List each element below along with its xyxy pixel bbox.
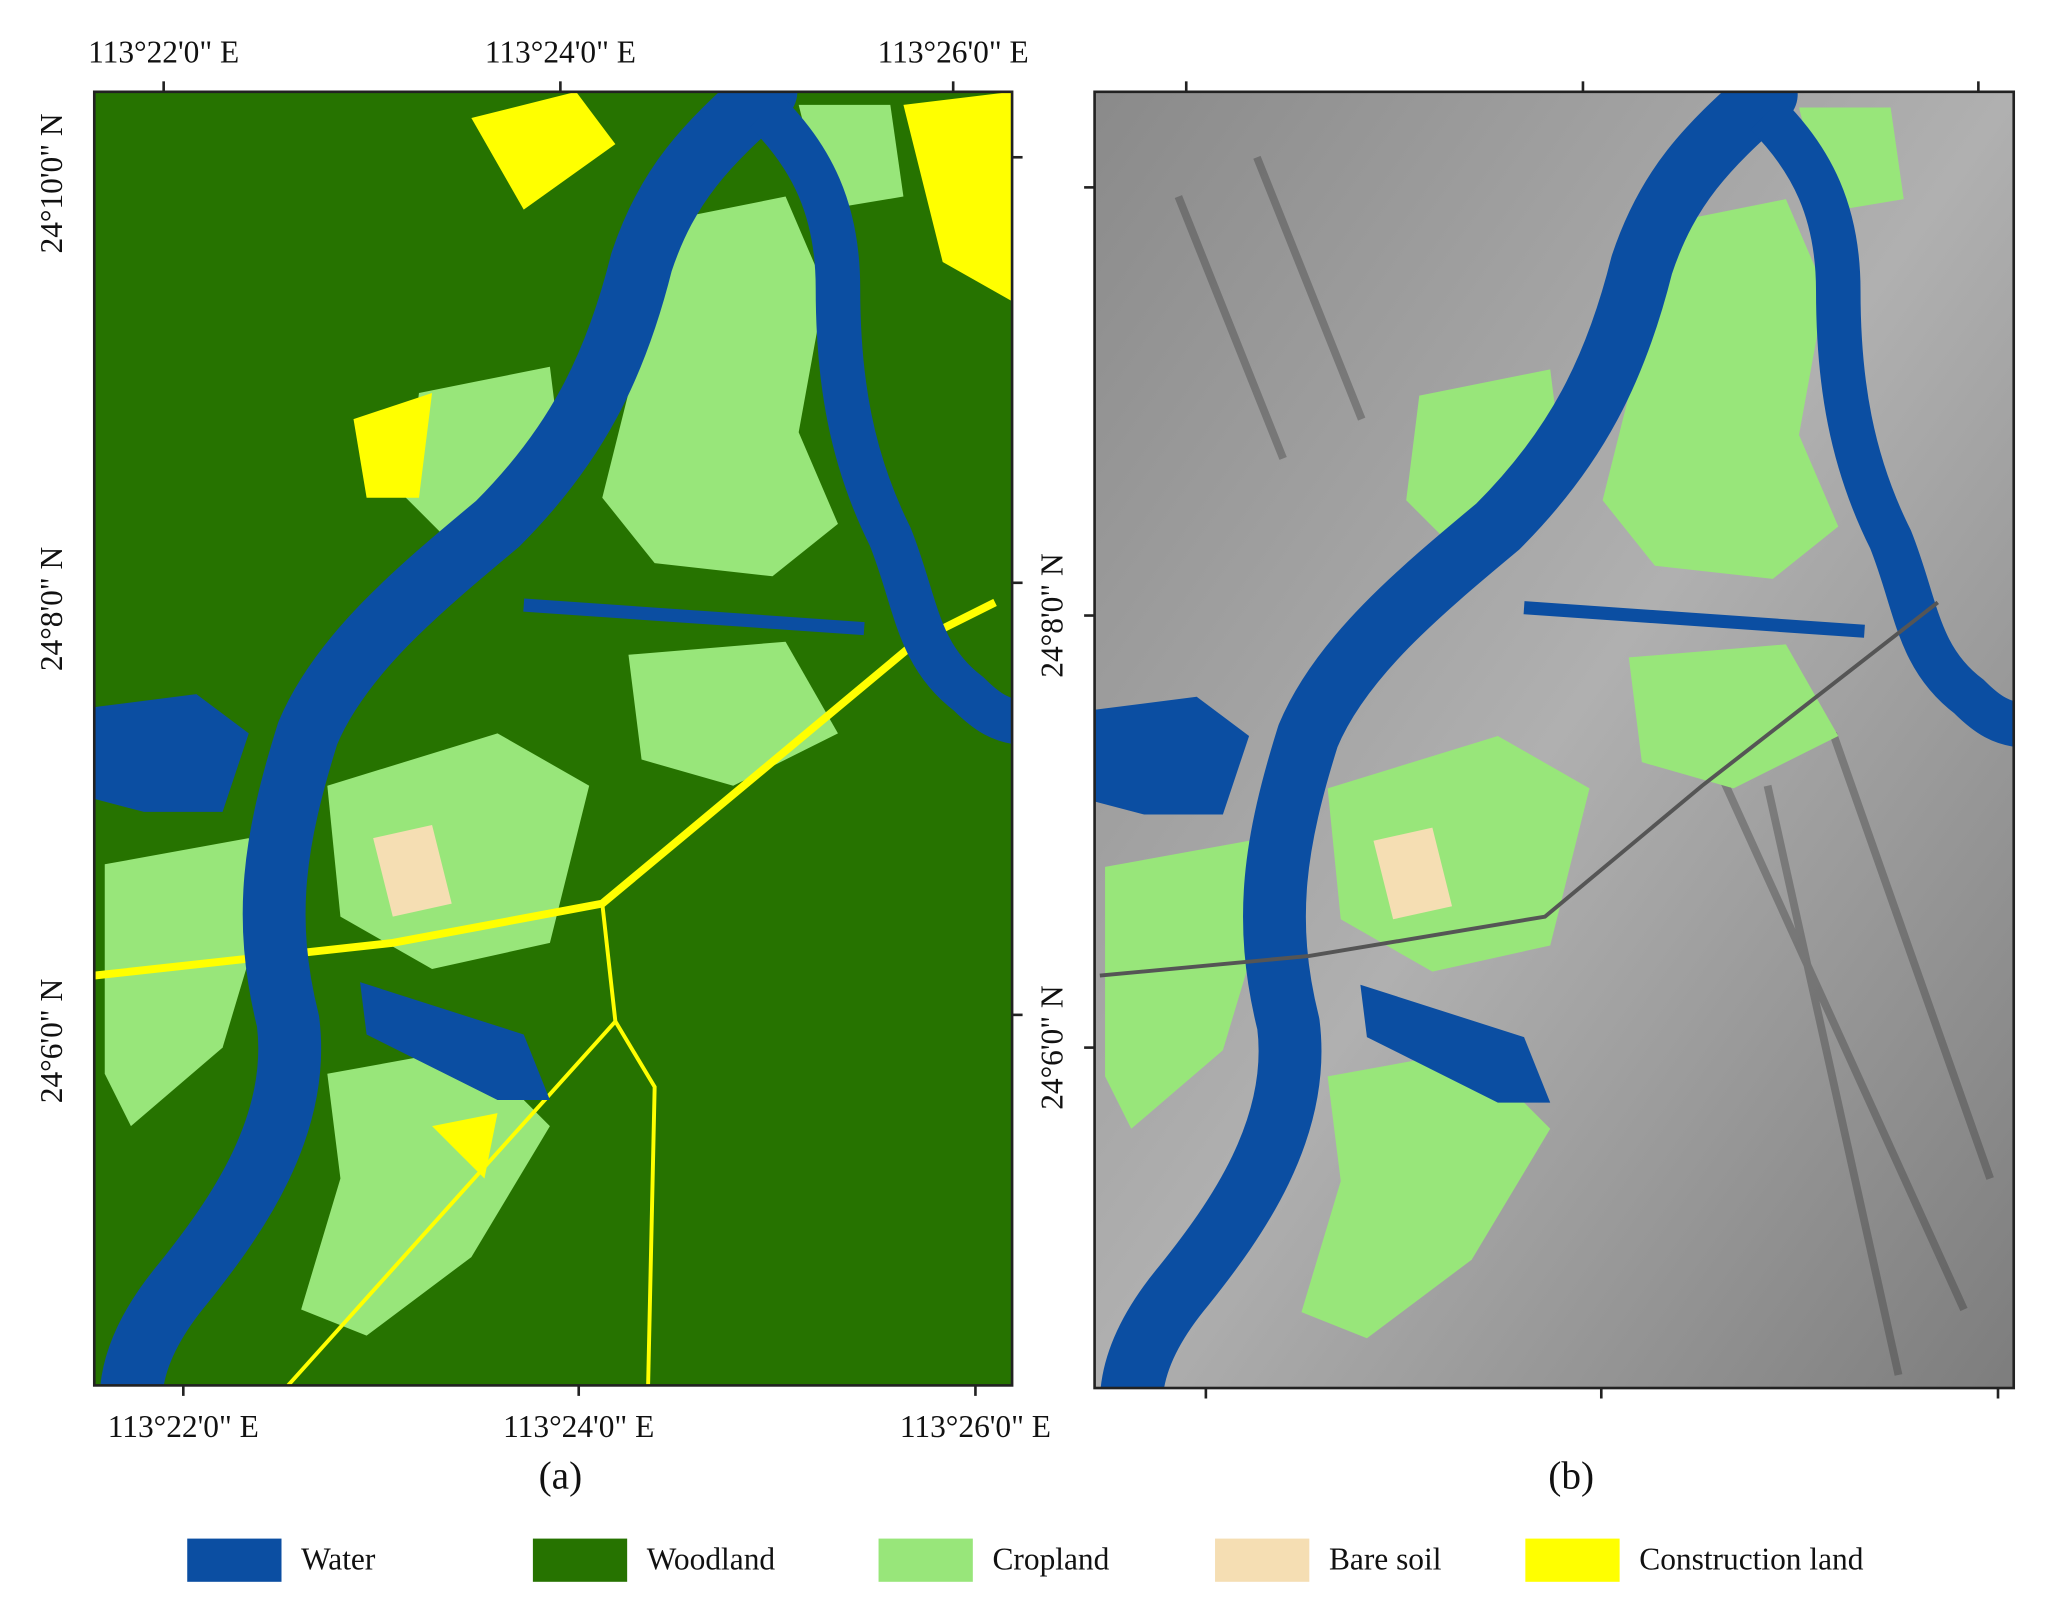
frame-b	[1093, 90, 2016, 1390]
legend-label: Construction land	[1639, 1541, 1863, 1576]
bottom-tick-label: 113°26'0" E	[900, 1409, 1051, 1444]
top-tick-label: 113°24'0" E	[485, 34, 636, 69]
legend-swatch	[878, 1538, 973, 1582]
left-tick-label: 24°10'0" N	[34, 113, 69, 253]
legend-swatch	[1525, 1538, 1620, 1582]
bottom-tick-label: 113°22'0" E	[108, 1409, 259, 1444]
bottom-tick-label: 113°24'0" E	[503, 1409, 654, 1444]
legend-swatch	[532, 1538, 628, 1582]
frame-a	[92, 90, 1014, 1387]
legend-swatch	[187, 1538, 282, 1582]
map-b	[1095, 92, 2014, 1389]
legend-swatch	[1215, 1538, 1310, 1582]
map-a	[94, 91, 1013, 1386]
left-tick-label: 24°6'0" N	[34, 979, 69, 1103]
right-tick-label: 24°6'0" N	[1035, 985, 1070, 1109]
left-tick-label: 24°8'0" N	[34, 547, 69, 671]
top-tick-label: 113°22'0" E	[88, 34, 239, 69]
legend-label: Bare soil	[1329, 1541, 1442, 1576]
legend-label: Woodland	[647, 1541, 776, 1576]
legend-label: Cropland	[992, 1541, 1109, 1576]
panel-label: (a)	[539, 1455, 583, 1498]
ticks	[162, 81, 2000, 1399]
top-tick-label: 113°26'0" E	[878, 34, 1029, 69]
legend-label: Water	[301, 1541, 376, 1576]
right-tick-label: 24°8'0" N	[1035, 553, 1070, 677]
panel-label: (b)	[1548, 1455, 1594, 1498]
